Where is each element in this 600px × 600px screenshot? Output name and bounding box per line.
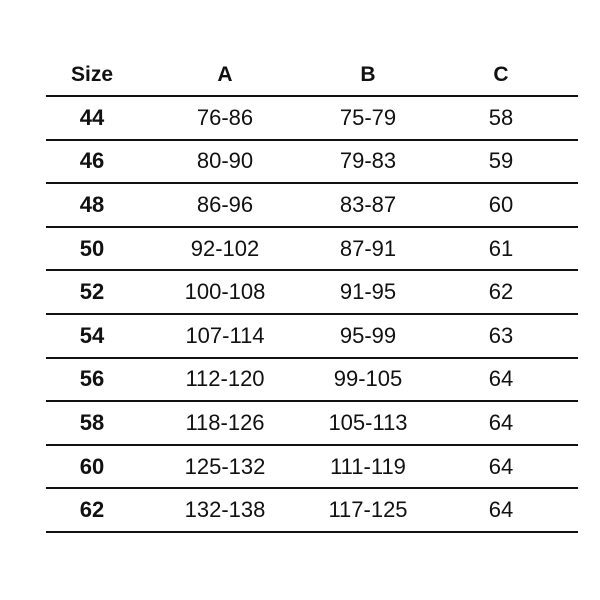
a-cell: 92-102 [190,235,260,261]
a-cell: 107-114 [185,322,265,348]
c-cell: 64 [488,453,514,479]
table-row: 52 100-108 91-95 62 [46,271,578,315]
header-size: Size [70,62,114,86]
b-cell: 91-95 [339,279,397,305]
table-row: 46 80-90 79-83 59 [46,141,578,185]
c-cell: 59 [488,148,514,174]
c-cell: 64 [488,366,514,392]
size-cell: 46 [79,148,105,174]
a-cell: 80-90 [196,148,254,174]
b-cell: 99-105 [333,366,403,392]
size-table: Size A B C 44 76-86 75-79 58 46 80-90 79-83 59 4… [46,54,578,533]
c-cell: 58 [488,104,514,130]
table-row: 44 76-86 75-79 58 [46,97,578,141]
table-row: 50 92-102 87-91 61 [46,228,578,272]
c-cell: 64 [488,409,514,435]
c-cell: 62 [488,279,514,305]
b-cell: 105-113 [328,409,408,435]
b-cell: 117-125 [328,497,408,523]
header-a: A [217,62,233,86]
c-cell: 64 [488,497,514,523]
size-cell: 44 [79,104,105,130]
size-cell: 54 [79,322,105,348]
size-cell: 52 [79,279,105,305]
b-cell: 111-119 [330,453,406,479]
size-cell: 50 [79,235,105,261]
a-cell: 86-96 [196,191,254,217]
table-row: 48 86-96 83-87 60 [46,184,578,228]
a-cell: 76-86 [196,104,254,130]
c-cell: 63 [488,322,514,348]
size-cell: 58 [79,409,105,435]
a-cell: 132-138 [184,497,266,523]
table-row: 58 118-126 105-113 64 [46,402,578,446]
header-c: C [493,62,509,86]
b-cell: 95-99 [339,322,397,348]
b-cell: 87-91 [339,235,397,261]
a-cell: 118-126 [185,409,265,435]
a-cell: 112-120 [185,366,265,392]
a-cell: 125-132 [184,453,266,479]
b-cell: 79-83 [339,148,397,174]
table-header: Size A B C [46,54,578,97]
table-row: 56 112-120 99-105 64 [46,359,578,403]
table-row: 60 125-132 111-119 64 [46,446,578,490]
size-cell: 56 [79,366,105,392]
a-cell: 100-108 [184,279,266,305]
table-row: 54 107-114 95-99 63 [46,315,578,359]
table-row: 62 132-138 117-125 64 [46,489,578,533]
size-cell: 60 [79,453,105,479]
size-cell: 62 [79,497,105,523]
c-cell: 60 [488,191,514,217]
header-b: B [360,62,376,86]
size-cell: 48 [79,191,105,217]
c-cell: 61 [488,235,514,261]
b-cell: 75-79 [339,104,397,130]
b-cell: 83-87 [339,191,397,217]
